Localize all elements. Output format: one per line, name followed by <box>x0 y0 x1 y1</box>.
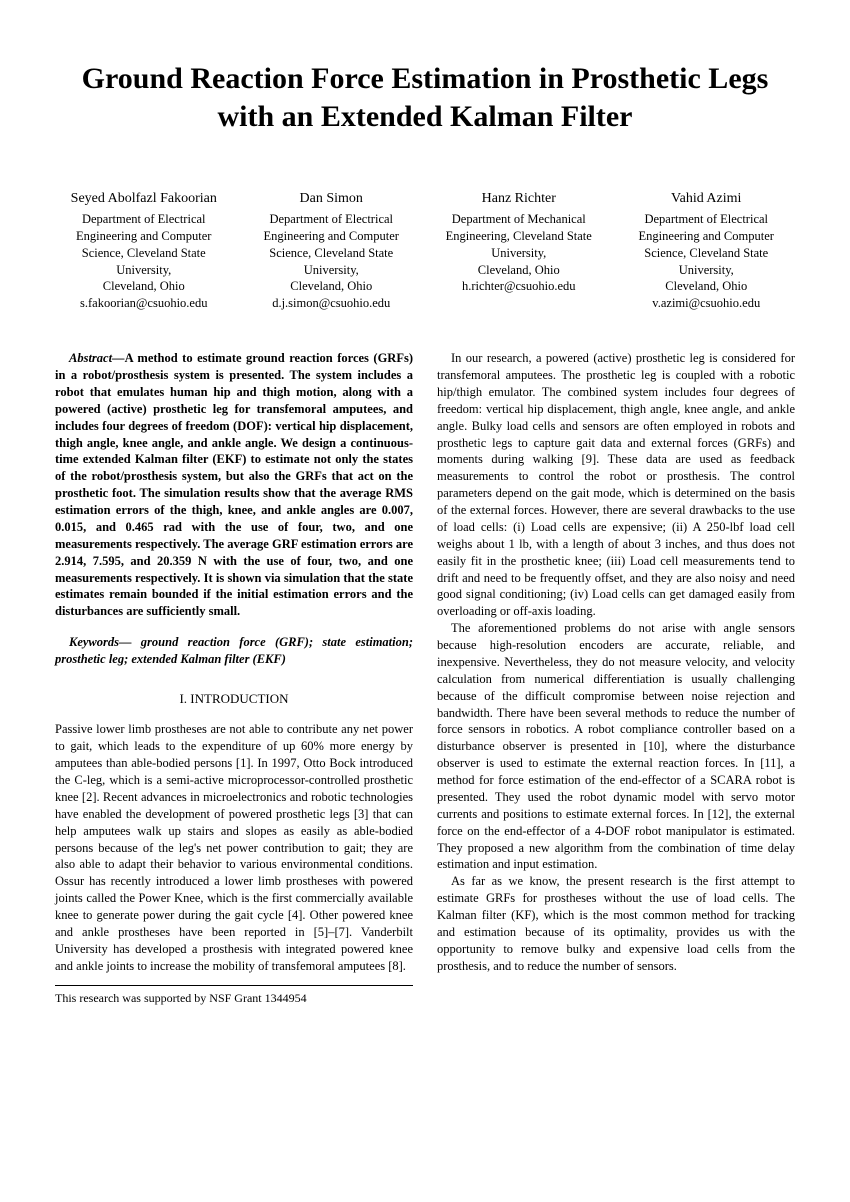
author-email: v.azimi@csuohio.edu <box>618 295 796 312</box>
body-paragraph: The aforementioned problems do not arise… <box>437 620 795 873</box>
right-column: In our research, a powered (active) pros… <box>437 350 795 1006</box>
author-dept: Department of Mechanical Engineering, Cl… <box>430 211 608 262</box>
author-city: Cleveland, Ohio <box>55 278 233 295</box>
author-email: h.richter@csuohio.edu <box>430 278 608 295</box>
paper-title: Ground Reaction Force Estimation in Pros… <box>55 60 795 135</box>
author-block: Dan Simon Department of Electrical Engin… <box>243 190 421 312</box>
author-city: Cleveland, Ohio <box>430 262 608 279</box>
author-email: s.fakoorian@csuohio.edu <box>55 295 233 312</box>
author-name: Vahid Azimi <box>618 190 796 209</box>
author-block: Seyed Abolfazl Fakoorian Department of E… <box>55 190 233 312</box>
body-columns: Abstract—A method to estimate ground rea… <box>55 350 795 1006</box>
footnote-rule <box>55 985 413 986</box>
author-email: d.j.simon@csuohio.edu <box>243 295 421 312</box>
author-dept: Department of Electrical Engineering and… <box>243 211 421 279</box>
author-name: Seyed Abolfazl Fakoorian <box>55 190 233 209</box>
footnote-text: This research was supported by NSF Grant… <box>55 990 413 1006</box>
left-column: Abstract—A method to estimate ground rea… <box>55 350 413 1006</box>
author-dept: Department of Electrical Engineering and… <box>55 211 233 279</box>
keywords-paragraph: Keywords— ground reaction force (GRF); s… <box>55 634 413 668</box>
intro-paragraph-1: Passive lower limb prostheses are not ab… <box>55 721 413 974</box>
author-block: Hanz Richter Department of Mechanical En… <box>430 190 608 312</box>
abstract-text: A method to estimate ground reaction for… <box>55 351 413 618</box>
authors-row: Seyed Abolfazl Fakoorian Department of E… <box>55 190 795 312</box>
abstract-label: Abstract— <box>69 351 125 365</box>
author-block: Vahid Azimi Department of Electrical Eng… <box>618 190 796 312</box>
keywords-label: Keywords— <box>69 635 132 649</box>
body-paragraph: As far as we know, the present research … <box>437 873 795 974</box>
section-heading-introduction: I. INTRODUCTION <box>55 690 413 708</box>
author-dept: Department of Electrical Engineering and… <box>618 211 796 279</box>
author-city: Cleveland, Ohio <box>618 278 796 295</box>
author-name: Dan Simon <box>243 190 421 209</box>
body-paragraph: In our research, a powered (active) pros… <box>437 350 795 620</box>
abstract-paragraph: Abstract—A method to estimate ground rea… <box>55 350 413 620</box>
author-city: Cleveland, Ohio <box>243 278 421 295</box>
author-name: Hanz Richter <box>430 190 608 209</box>
